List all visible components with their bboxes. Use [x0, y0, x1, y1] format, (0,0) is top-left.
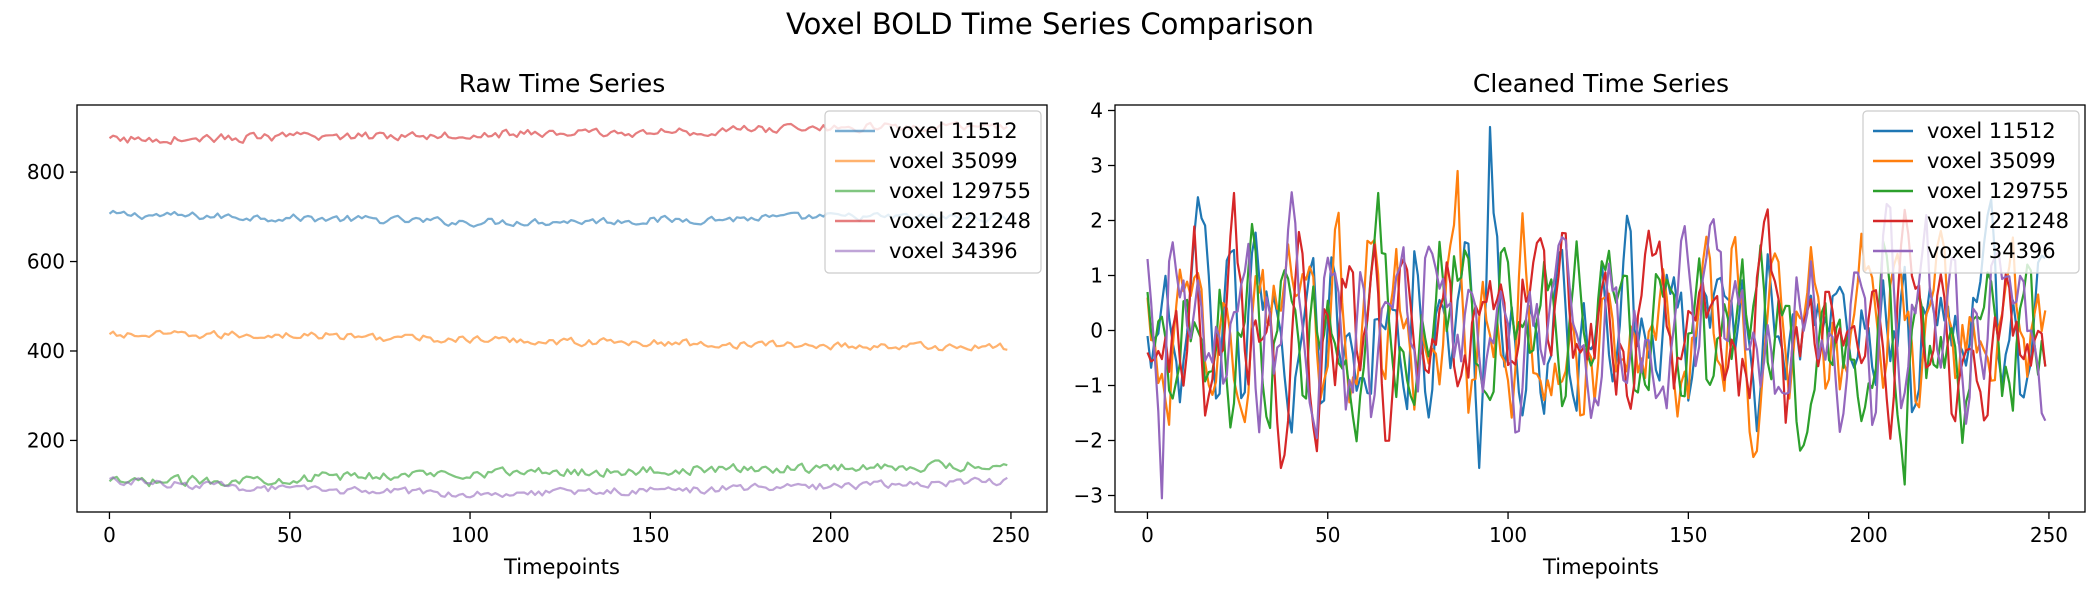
legend: voxel 11512 voxel 35099 voxel 129755 voxel … — [1862, 110, 2080, 274]
y-tick-label: 1 — [1090, 264, 1103, 288]
x-tick-label: 50 — [277, 523, 302, 547]
y-tick-label: −1 — [1074, 374, 1103, 398]
legend-entry: voxel 129755 — [1927, 179, 2069, 203]
y-tick-label: 0 — [1090, 319, 1103, 343]
cleaned-time-series-panel: Cleaned Time Series Timepoints 0 50 100 150… — [1074, 69, 2086, 579]
y-tick-label: 4 — [1090, 99, 1103, 123]
cleaned-panel-title: Cleaned Time Series — [1473, 69, 1729, 98]
legend-entry: voxel 34396 — [1927, 239, 2056, 263]
legend-entry: voxel 221248 — [1927, 209, 2069, 233]
raw-time-series-panel: Raw Time Series Timepoints 0 50 100 150 200 2… — [27, 69, 1048, 579]
legend-entry: voxel 11512 — [889, 119, 1018, 143]
x-tick-label: 50 — [1315, 523, 1340, 547]
legend-entry: voxel 11512 — [1927, 119, 2056, 143]
legend: voxel 11512 voxel 35099 voxel 129755 voxel … — [824, 110, 1042, 274]
x-tick-label: 0 — [103, 523, 116, 547]
x-tick-label: 150 — [631, 523, 669, 547]
x-tick-label: 250 — [992, 523, 1030, 547]
axes-frame — [1114, 104, 2086, 513]
series-line-voxel-35099 — [108, 329, 1008, 352]
legend-entry: voxel 221248 — [889, 209, 1031, 233]
legend-entry: voxel 129755 — [889, 179, 1031, 203]
y-tick-label: 2 — [1090, 209, 1103, 233]
series-line-voxel-34396 — [1146, 191, 2047, 500]
series-line-voxel-129755 — [108, 459, 1008, 488]
y-tick-label: 800 — [27, 160, 65, 184]
y-tick-label: 200 — [27, 428, 65, 452]
y-tick-label: −2 — [1074, 429, 1103, 453]
legend-entry: voxel 35099 — [1927, 149, 2056, 173]
legend-entry: voxel 35099 — [889, 149, 1018, 173]
y-tick-label: 600 — [27, 250, 65, 274]
legend-entry: voxel 34396 — [889, 239, 1018, 263]
y-tick-label: 3 — [1090, 154, 1103, 178]
y-tick-label: −3 — [1074, 484, 1103, 508]
raw-panel-title: Raw Time Series — [459, 69, 666, 98]
x-tick-label: 100 — [1489, 523, 1527, 547]
series-line-voxel-34396 — [109, 476, 1008, 499]
x-tick-label: 200 — [812, 523, 850, 547]
axes-frame — [76, 104, 1048, 513]
x-tick-label: 200 — [1850, 523, 1888, 547]
y-tick-label: 400 — [27, 339, 65, 363]
figure-title: Voxel BOLD Time Series Comparison — [786, 7, 1314, 41]
x-tick-label: 150 — [1669, 523, 1707, 547]
cleaned-x-axis-label: Timepoints — [1542, 555, 1659, 579]
raw-x-axis-label: Timepoints — [503, 555, 620, 579]
x-tick-label: 250 — [2030, 523, 2068, 547]
x-tick-label: 0 — [1141, 523, 1154, 547]
x-tick-label: 100 — [451, 523, 489, 547]
